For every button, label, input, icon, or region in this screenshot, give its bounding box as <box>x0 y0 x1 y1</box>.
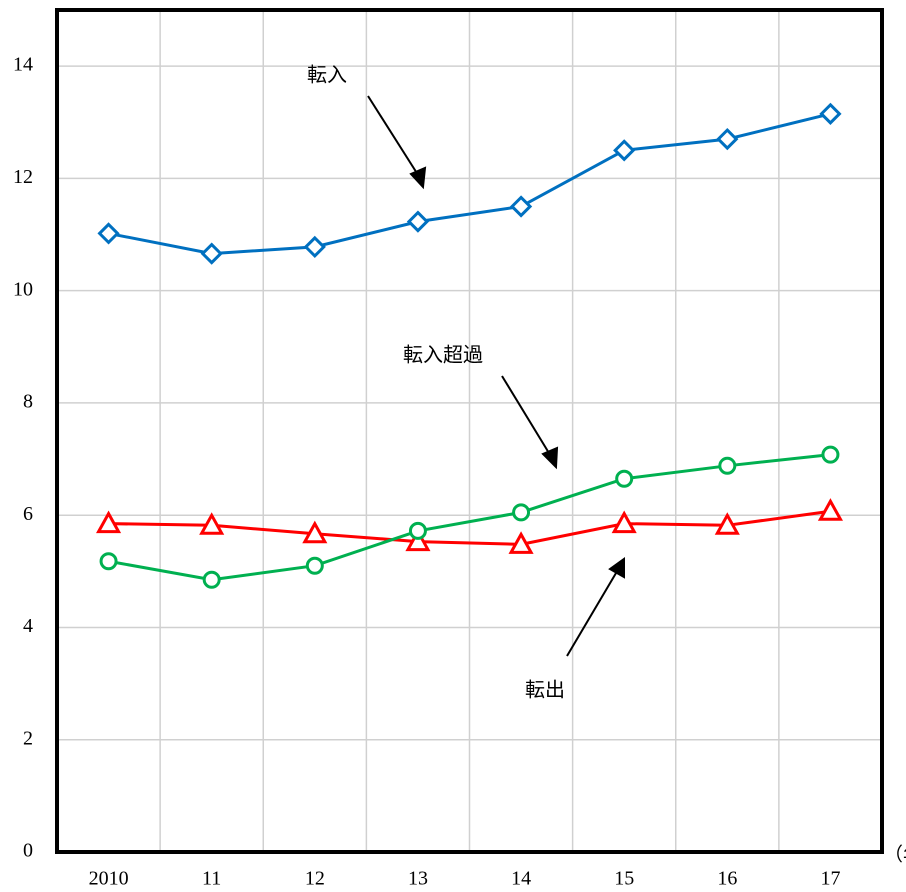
y-tick-label: 14 <box>13 54 33 76</box>
x-tick-label: 14 <box>511 868 531 890</box>
x-tick-label: 16 <box>717 868 737 890</box>
annotation-arrows <box>367 95 625 657</box>
marker <box>302 520 328 544</box>
y-tick-label: 6 <box>23 503 33 525</box>
marker <box>305 556 324 575</box>
annotation: 転出 <box>525 679 565 702</box>
marker <box>615 469 634 488</box>
series-line <box>108 509 831 546</box>
arrow-head <box>541 446 559 470</box>
marker <box>611 510 637 534</box>
y-tick-label: 10 <box>13 278 33 300</box>
y-tick-label: 4 <box>23 615 33 637</box>
y-tick-label: 12 <box>13 166 33 188</box>
marker <box>512 503 531 522</box>
data-layer <box>96 102 843 589</box>
arrow-line <box>501 375 553 459</box>
arrow-head <box>409 166 427 190</box>
marker <box>99 552 118 571</box>
marker <box>714 512 740 535</box>
arrow-head <box>608 557 625 579</box>
series-line <box>108 112 831 256</box>
marker <box>97 222 120 245</box>
x-tick-label: 13 <box>408 868 428 890</box>
x-tick-label: 11 <box>202 868 221 890</box>
marker <box>200 242 223 265</box>
marker <box>202 570 221 589</box>
marker <box>509 195 533 218</box>
arrow-line <box>367 95 421 179</box>
marker <box>819 102 842 125</box>
y-tick-label: 8 <box>23 391 33 413</box>
marker <box>408 521 427 540</box>
marker <box>716 127 739 151</box>
x-tick-label: 12 <box>305 868 325 890</box>
grid-layer <box>57 10 882 853</box>
marker <box>613 139 636 162</box>
x-tick-label: 17 <box>820 868 840 890</box>
marker <box>817 498 843 521</box>
plot-frame <box>55 8 884 854</box>
marker <box>199 512 225 535</box>
y-tick-label: 0 <box>23 840 33 862</box>
marker <box>303 235 326 259</box>
x-tick-label: 15 <box>614 868 634 890</box>
marker <box>406 210 430 233</box>
marker <box>508 531 534 554</box>
series-line <box>108 453 831 582</box>
marker <box>405 528 431 552</box>
marker <box>718 456 737 475</box>
annotation: 転入超過 <box>403 344 483 367</box>
y-tick-label: 2 <box>23 727 33 749</box>
annotation: 転入 <box>307 64 347 87</box>
arrow-line <box>566 567 620 657</box>
marker <box>96 510 122 534</box>
x-axis-label: （年） <box>884 843 906 865</box>
marker <box>821 445 840 464</box>
x-tick-label: 2010 <box>89 868 129 890</box>
